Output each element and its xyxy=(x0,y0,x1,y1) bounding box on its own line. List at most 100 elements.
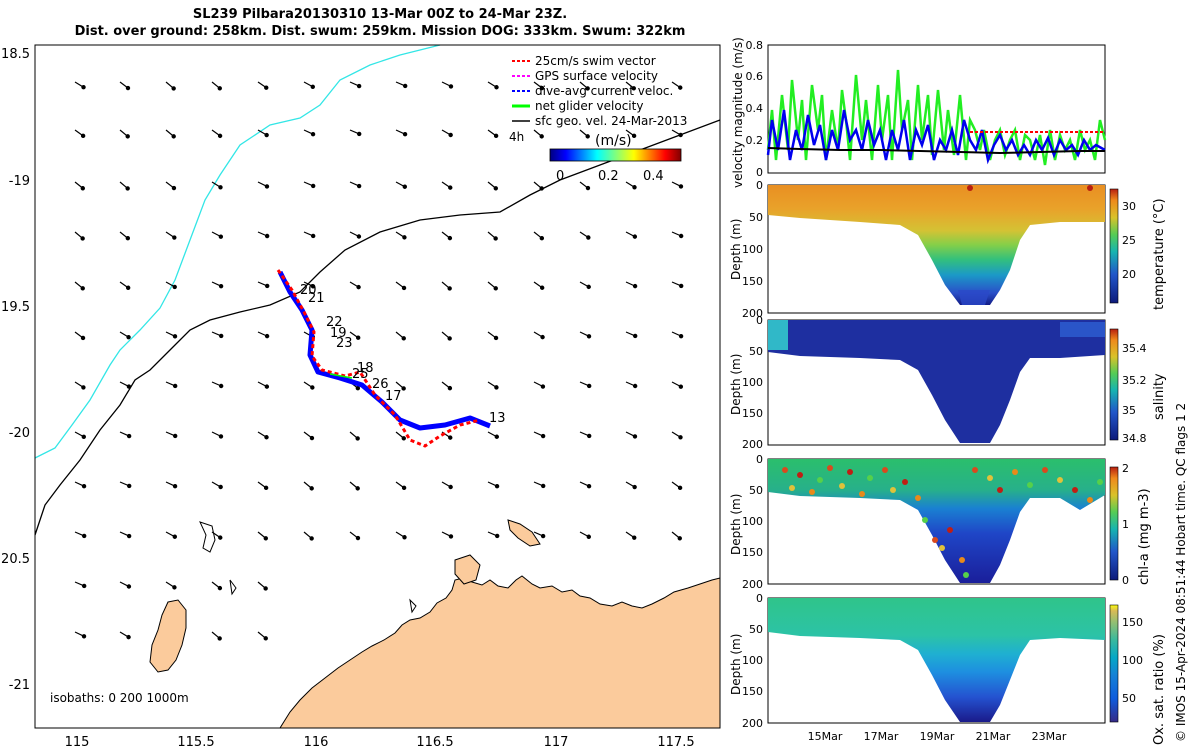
chla-dot xyxy=(963,572,969,578)
temperature-colorbar xyxy=(1109,188,1119,304)
velocity-arrow-head xyxy=(310,84,315,89)
cbar-tick: 0 xyxy=(1122,574,1129,587)
cbar-tick: 34.8 xyxy=(1122,432,1147,445)
velocity-arrow-head xyxy=(263,485,269,491)
chla-field xyxy=(768,459,1105,583)
velocity-arrow-head xyxy=(586,334,592,339)
depth-tick: 0 xyxy=(756,453,763,466)
velocity-arrow-head xyxy=(448,435,453,440)
warm-spot xyxy=(1087,185,1093,191)
depth-label: Depth (m) xyxy=(729,219,743,280)
oxygen-cbar-ticks: 150 100 50 xyxy=(1122,616,1143,705)
velocity-arrow-head xyxy=(493,236,498,241)
day-label: 25 xyxy=(352,367,369,382)
footer-credit: © IMOS 15-Apr-2024 08:51:44 Hobart time.… xyxy=(1174,403,1188,742)
depth-tick: 0 xyxy=(756,314,763,327)
figure-title: SL239 Pilbara20130310 13-Mar 00Z to 24-M… xyxy=(0,6,760,40)
velocity-arrow-head xyxy=(447,385,453,391)
legend-label: net glider velocity xyxy=(535,99,643,113)
cbar-tick: 25 xyxy=(1122,234,1136,247)
velocity-arrow-head xyxy=(541,483,546,489)
chla-dot xyxy=(939,545,945,551)
lat-tick: 20.5 xyxy=(1,552,30,567)
velocity-arrow-head xyxy=(171,86,176,91)
day-label: 20 xyxy=(300,283,317,298)
velocity-arrow-head xyxy=(493,335,499,341)
day-label: 26 xyxy=(372,377,389,392)
velocity-arrow-head xyxy=(309,486,314,491)
depth-tick: 50 xyxy=(749,345,763,358)
velocity-arrow-head xyxy=(263,536,268,541)
lon-tick: 115.5 xyxy=(177,735,214,750)
velocity-arrow-head xyxy=(493,186,498,191)
lat-tick: -21 xyxy=(9,678,30,693)
velocity-arrow-head xyxy=(402,132,408,137)
chla-dot xyxy=(827,465,833,471)
cbar-tick: 100 xyxy=(1122,654,1143,667)
black-velocity-series xyxy=(767,147,1105,155)
depth-ticks: 0 50 100 150 200 xyxy=(742,179,763,320)
velocity-arrow-head xyxy=(217,133,223,139)
island-group xyxy=(454,554,481,585)
day-label: 13 xyxy=(489,411,506,426)
velocity-arrow-head xyxy=(172,585,177,590)
map-lat-ticks: 18.5 -19 19.5 -20 20.5 -21 xyxy=(1,47,30,693)
v-tick: 0 xyxy=(756,166,763,179)
velocity-arrow-head xyxy=(309,435,315,441)
depth-ticks: 0 50 100 150 200 xyxy=(742,314,763,451)
velocity-arrow-head xyxy=(172,383,178,389)
velocity-arrow-head xyxy=(127,483,132,489)
cbar-tick: 50 xyxy=(1122,692,1136,705)
chla-dot xyxy=(890,487,896,493)
velocity-arrow-head xyxy=(126,384,132,389)
velocity-arrow-head xyxy=(586,284,591,290)
isobath-note: isobaths: 0 200 1000m xyxy=(50,691,189,705)
depth-tick: 200 xyxy=(742,438,763,451)
depth-tick: 100 xyxy=(742,376,763,389)
cbar-tick: 20 xyxy=(1122,268,1136,281)
blue-velocity-series xyxy=(766,109,1106,165)
velocity-arrow-head xyxy=(677,485,683,491)
chla-dot xyxy=(882,467,888,473)
velocity-arrow-head xyxy=(540,384,546,389)
velocity-arrow-head xyxy=(401,336,406,341)
velocity-arrow-head xyxy=(264,184,270,189)
chla-dot xyxy=(972,467,978,473)
velocity-arrow-head xyxy=(219,333,224,339)
temperature-deep xyxy=(958,290,990,305)
cbar-tick: 30 xyxy=(1122,200,1136,213)
velocity-arrow-head xyxy=(264,435,269,440)
isobath-200m xyxy=(34,119,721,536)
lat-tick: 19.5 xyxy=(1,300,30,315)
depth-tick: 200 xyxy=(742,717,763,730)
velocity-arrow-head xyxy=(586,383,592,389)
velocity-arrow-head xyxy=(218,283,224,289)
cbar-tick: 150 xyxy=(1122,616,1143,629)
speed-colorbar: (m/s) 0 0.2 0.4 xyxy=(549,133,682,184)
time-tick: 15Mar xyxy=(808,730,843,743)
velocity-arrow-head xyxy=(355,335,361,340)
velocity-arrow-head xyxy=(448,484,453,490)
colorbar-tick: 0 xyxy=(556,169,564,184)
velocity-arrow-head xyxy=(310,233,316,239)
depth-tick: 150 xyxy=(742,407,763,420)
velocity-arrow-head xyxy=(263,636,268,641)
chla-dot xyxy=(859,491,865,497)
v-tick: 0.8 xyxy=(746,39,764,52)
velocity-arrow-head xyxy=(265,283,270,289)
velocity-arrow-head xyxy=(264,233,270,239)
chla-dot xyxy=(797,472,803,478)
colorbar-label: (m/s) xyxy=(595,133,632,149)
chla-dot xyxy=(932,537,938,543)
salinity-surface-patch xyxy=(768,320,788,350)
salinity-colorbar xyxy=(1109,328,1119,441)
velocity-arrow-head xyxy=(678,384,684,389)
velocity-arrow-head xyxy=(218,535,223,540)
velocity-arrow-head xyxy=(448,132,453,138)
velocity-arrow-head xyxy=(447,286,452,291)
velocity-arrow-head xyxy=(632,484,637,490)
chla-dot xyxy=(1042,467,1048,473)
velocity-arrow-head xyxy=(355,436,360,441)
oxygen-section: 150 100 50 Ox. sat. ratio (%) 0 50 100 1… xyxy=(729,592,1167,745)
salinity-surface-patch xyxy=(1060,322,1105,337)
